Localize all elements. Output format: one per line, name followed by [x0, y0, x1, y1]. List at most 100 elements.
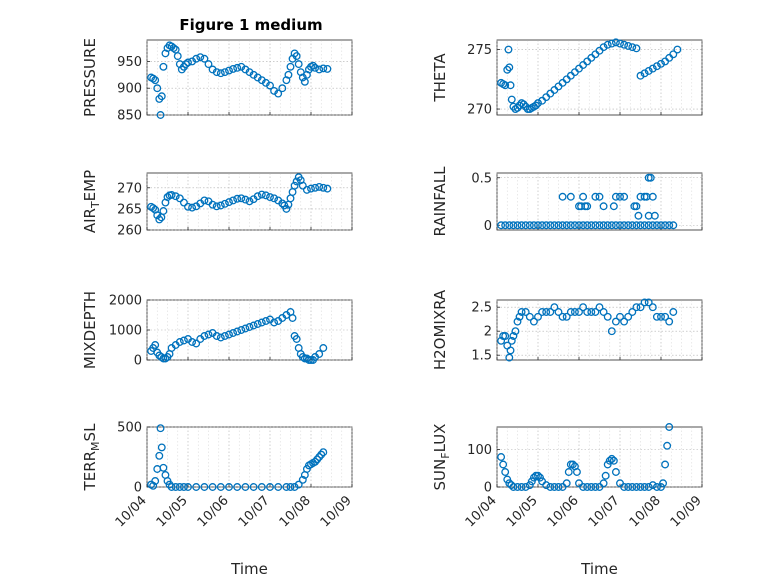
data-point [579, 303, 588, 312]
data-point [652, 312, 661, 321]
data-point [229, 196, 238, 205]
data-point [599, 221, 608, 230]
data-point [611, 38, 620, 47]
data-point [542, 481, 551, 490]
data-point [624, 312, 633, 321]
data-point [169, 44, 178, 52]
data-point [648, 64, 657, 73]
axes-frame [146, 39, 353, 116]
x-tick-label: 10/07 [586, 493, 623, 530]
data-point [229, 329, 238, 337]
data-point [302, 185, 311, 194]
data-point [562, 479, 571, 488]
data-point [298, 475, 307, 484]
data-point [319, 448, 328, 457]
data-point [620, 483, 629, 491]
data-point [562, 221, 571, 230]
data-point [591, 221, 600, 230]
data-point [611, 317, 620, 326]
y-tick-label: 950 [117, 55, 142, 70]
x-tick-label: 10/05 [154, 493, 191, 530]
data-point [159, 207, 168, 215]
data-point [583, 221, 592, 230]
data-point [257, 483, 266, 491]
data-point [161, 354, 170, 363]
data-point [266, 81, 274, 90]
data-point [591, 483, 600, 491]
data-point [506, 81, 515, 90]
x-tick-label: 10/09 [668, 493, 705, 530]
data-point [167, 191, 176, 199]
axes-frame [146, 426, 353, 488]
data-point [657, 221, 665, 230]
data-point [616, 312, 624, 321]
figure-title: Figure 1 medium [179, 16, 322, 34]
data-point [179, 336, 188, 345]
data-point [274, 89, 283, 98]
data-point [640, 483, 649, 491]
data-point [509, 221, 518, 230]
data-point [216, 69, 225, 78]
data-point [274, 483, 283, 491]
data-point [562, 312, 571, 321]
data-point [266, 483, 274, 491]
y-tick-label: 850 [117, 109, 142, 124]
data-point [538, 221, 547, 230]
data-point [577, 202, 585, 211]
data-point [636, 483, 645, 491]
y-axis-label: THETA [431, 53, 449, 103]
data-point [517, 483, 526, 491]
data-point [173, 52, 182, 61]
data-point [663, 441, 672, 450]
subplot-pressure: 850 900 950 PRESSURE [81, 38, 353, 124]
data-point [157, 92, 166, 101]
subplot-air-temp: 260 265 270 AIRTEMP [81, 170, 353, 239]
data-point [632, 303, 641, 312]
data-point [233, 327, 242, 336]
data-point [566, 221, 575, 230]
x-tick-label: 10/04 [463, 493, 500, 530]
data-point [282, 204, 291, 213]
data-point [650, 211, 659, 220]
data-point [519, 100, 528, 109]
data-point [603, 460, 612, 469]
data-point [595, 221, 604, 230]
data-point [595, 192, 604, 201]
data-point [292, 177, 301, 186]
data-point [566, 308, 575, 316]
y-axis-label: AIRTEMP [81, 170, 102, 233]
data-point [661, 460, 670, 469]
data-point [628, 43, 637, 52]
data-point [517, 308, 526, 316]
y-axis-label: PRESSURE [81, 38, 99, 117]
y-tick-label: 260 [117, 224, 142, 239]
y-tick-label: 2000 [109, 294, 142, 309]
data-point [175, 194, 184, 203]
data-point [575, 308, 583, 316]
data-point [657, 483, 665, 491]
data-point [632, 44, 641, 53]
data-point [505, 221, 514, 230]
data-point [591, 308, 600, 316]
data-point [497, 453, 506, 461]
data-point [298, 181, 307, 190]
data-point [640, 298, 649, 307]
data-point [517, 221, 526, 230]
subplot-grid: 850 900 950 PRESSURE 270 275 THETA 260 265 270 AIR… [81, 38, 705, 578]
data-point [294, 60, 303, 69]
data-point [270, 194, 279, 203]
data-point [542, 221, 551, 230]
data-point [566, 192, 575, 201]
x-tick-label: 10/09 [318, 493, 355, 530]
data-point [208, 483, 217, 491]
data-point [564, 468, 573, 476]
data-point [624, 42, 633, 50]
data-point [225, 483, 233, 491]
data-point [648, 221, 657, 230]
data-point [319, 64, 328, 73]
y-tick-label: 500 [117, 421, 142, 436]
data-point [153, 211, 162, 220]
data-point [200, 54, 209, 63]
x-tick-label: 10/05 [504, 493, 541, 530]
data-point [652, 62, 661, 71]
